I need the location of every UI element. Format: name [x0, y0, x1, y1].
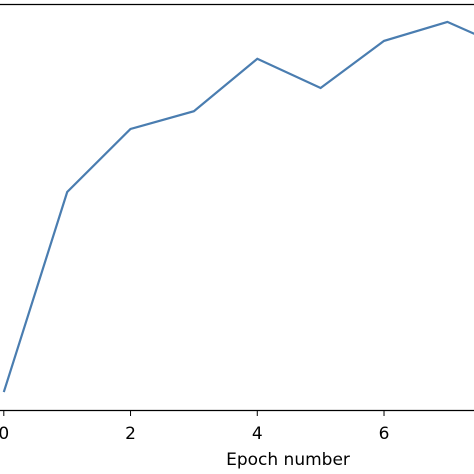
x-tick-label: 4 [252, 424, 263, 444]
x-axis-label: Epoch number [226, 450, 350, 470]
x-tick-label: 0 [0, 424, 9, 444]
line [2, 20, 474, 393]
x-tick-label: 2 [125, 424, 136, 444]
x-tick-label: 6 [379, 424, 390, 444]
